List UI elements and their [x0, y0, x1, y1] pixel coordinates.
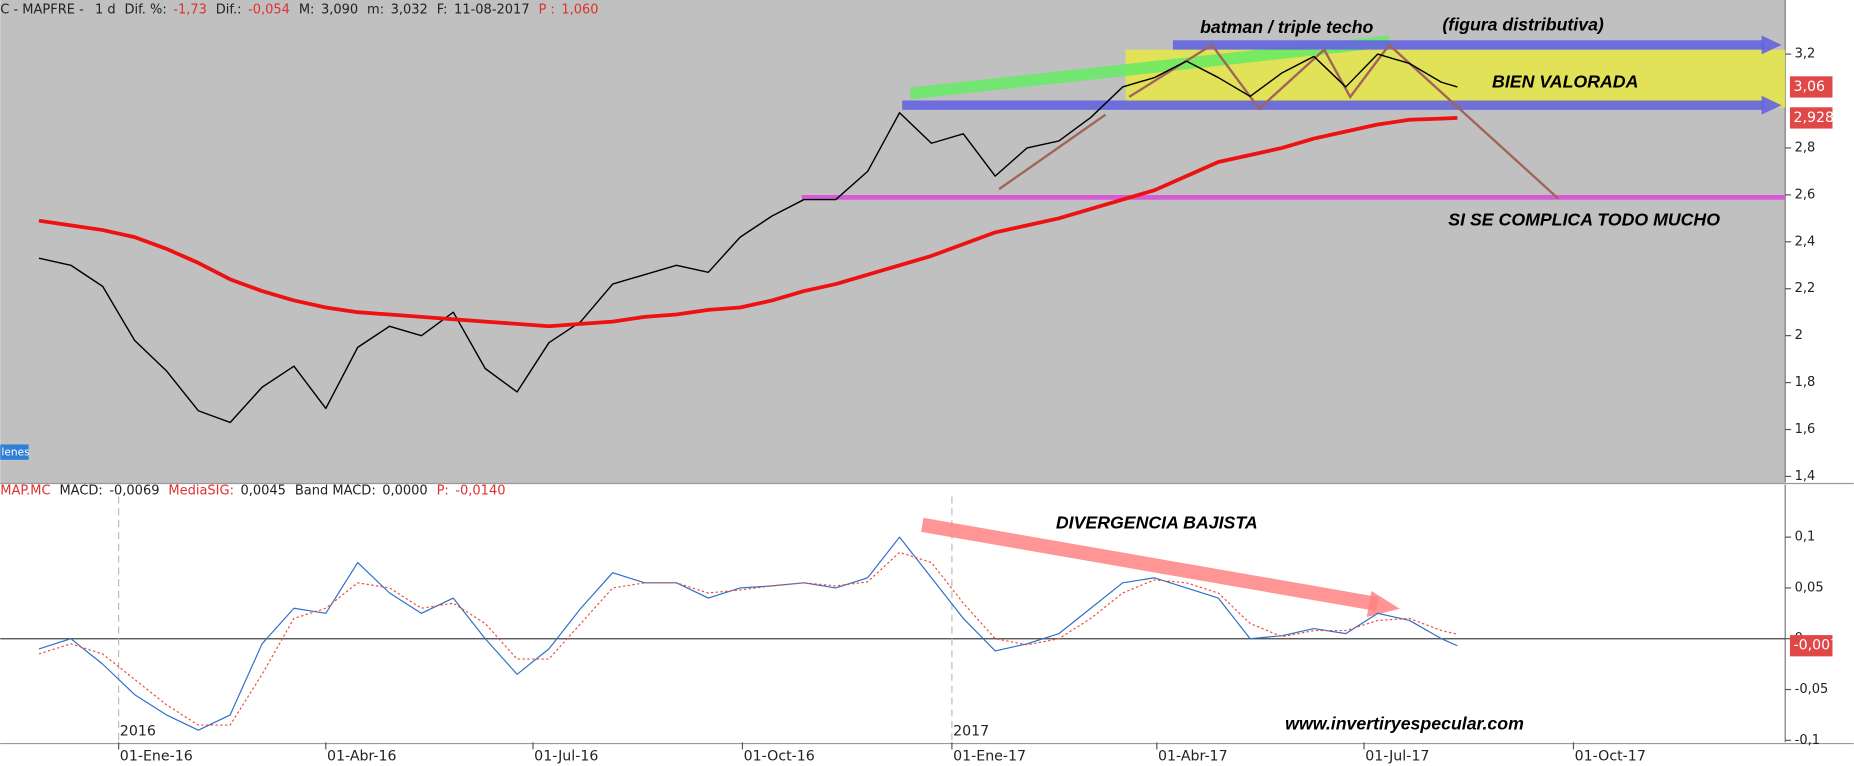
x-tick-label: 01-Abr-17: [1158, 749, 1228, 765]
header-value: 1,060: [561, 2, 598, 17]
header-value: 3,032: [391, 2, 428, 17]
price-tag: [1789, 635, 1833, 657]
price-annotations: [801, 35, 1786, 200]
header-label: Dif.:: [216, 2, 242, 17]
texts: C - MAPFRE - 1 d Dif. %: -1,73 Dif.: -0,…: [0, 2, 1720, 733]
header-value: -1,73: [173, 2, 207, 17]
year-label: 2016: [120, 724, 156, 740]
header-label: MediaSIG:: [168, 483, 234, 498]
y-tick-label: 0,1: [1795, 530, 1816, 545]
series-layer: 3,06 2,928 -0,007: [38, 53, 1839, 731]
plot-area: [0, 484, 1786, 743]
zone-label: BIEN VALORADA: [1492, 71, 1638, 91]
series-line: [38, 536, 1458, 731]
header-label: P :: [538, 2, 554, 17]
x-tick-label: 01-Ene-17: [953, 749, 1026, 765]
volume-badge: lenes: [1, 446, 30, 459]
header-value: -0,0069: [109, 483, 159, 498]
header-label: Band MACD:: [295, 483, 376, 498]
y-tick-label: 2: [1795, 328, 1803, 343]
y-tick-label: -0,05: [1795, 682, 1829, 697]
header-label: m:: [367, 2, 384, 17]
x-tick-label: 01-Jul-16: [534, 749, 598, 765]
header-value: 11-08-2017: [454, 2, 530, 17]
y-tick-label: 2,4: [1795, 234, 1816, 249]
price-tag: [1789, 107, 1833, 129]
macd-annotations: [921, 517, 1400, 618]
y-tick-label: 0,05: [1795, 580, 1824, 595]
pattern-type-label: (figura distributiva): [1442, 15, 1604, 35]
header-label: P:: [437, 483, 449, 498]
x-tick-label: 01-Oct-16: [744, 749, 815, 765]
y-tick-label: 1,6: [1795, 422, 1816, 437]
divergence-arrow: [921, 517, 1379, 612]
x-tick-label: 01-Jul-17: [1365, 749, 1429, 765]
price-tag-label: -0,007: [1793, 638, 1839, 654]
price-tag-label: 3,06: [1793, 79, 1825, 95]
header: C - MAPFRE - 1 d Dif. %: -1,73 Dif.: -0,…: [0, 2, 598, 17]
header-label: MACD:: [59, 483, 102, 498]
y-tick-label: 1,8: [1795, 375, 1816, 390]
symbol: MAP.MC: [0, 483, 50, 498]
x-tick-label: 01-Abr-16: [327, 749, 397, 765]
x-tick-label: 01-Ene-16: [120, 749, 193, 765]
header-value: -0,054: [248, 2, 290, 17]
x-tick-label: 01-Oct-17: [1575, 749, 1646, 765]
arrow-head: [1761, 95, 1782, 115]
header-label: M:: [299, 2, 315, 17]
header-value: -0,0140: [455, 483, 505, 498]
symbol: C - MAPFRE -: [0, 2, 84, 17]
header-label: Dif. %:: [125, 2, 167, 17]
arrow-head: [1761, 35, 1782, 55]
header-value: 0,0045: [240, 483, 285, 498]
price-tag-label: 2,928: [1793, 110, 1834, 126]
trend-band: [909, 35, 1390, 100]
series-line: [38, 53, 1458, 424]
series-line: [38, 116, 1458, 329]
y-tick-label: 2,2: [1795, 281, 1816, 296]
pattern-line: [998, 113, 1107, 191]
header-value: 3,090: [321, 2, 358, 17]
y-tick-label: 2,6: [1795, 187, 1816, 202]
header-label: F:: [437, 2, 448, 17]
y-tick-label: 3,2: [1795, 47, 1816, 62]
pattern-label: batman / triple techo: [1200, 17, 1373, 37]
year-label: 2017: [953, 724, 989, 740]
pattern-line: [1128, 43, 1560, 200]
arrow-head: [1366, 591, 1400, 618]
risk-label: SI SE COMPLICA TODO MUCHO: [1448, 210, 1720, 230]
website: www.invertiryespecular.com: [1285, 713, 1524, 733]
macd-header: MAP.MC MACD: -0,0069 MediaSIG: 0,0045 Ba…: [0, 483, 505, 498]
period: 1 d: [95, 2, 116, 17]
volume-badge-box: [0, 444, 29, 460]
y-tick-label: 1,4: [1795, 469, 1816, 484]
y-tick-label: 2,8: [1795, 140, 1816, 155]
header-value: 0,0000: [382, 483, 427, 498]
divergence-label: DIVERGENCIA BAJISTA: [1056, 512, 1258, 532]
y-tick-label: -0,1: [1795, 733, 1820, 748]
price-tag: [1789, 76, 1833, 98]
